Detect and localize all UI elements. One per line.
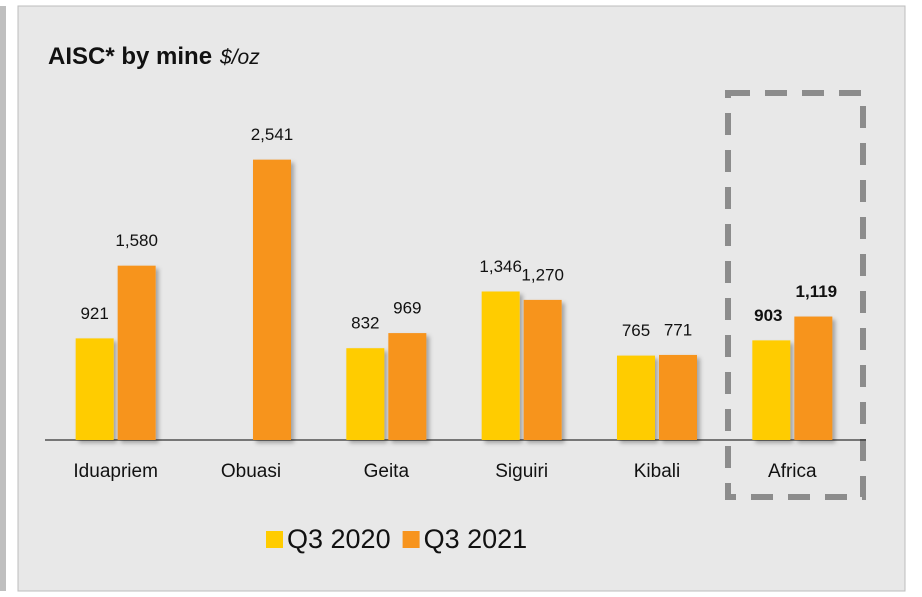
value-label: 903 (754, 306, 782, 325)
bar (752, 340, 791, 440)
legend-swatch (402, 531, 420, 548)
x-tick-label: Africa (768, 461, 817, 482)
bar (253, 159, 291, 440)
x-tick-label: Geita (364, 461, 410, 482)
bar (523, 299, 562, 440)
unit: $/oz (219, 46, 260, 69)
value-label: 2,541 (251, 125, 294, 144)
value-label: 921 (80, 304, 108, 323)
bar (75, 338, 114, 440)
bar (346, 348, 385, 440)
bar (117, 265, 156, 440)
x-tick-label: Iduapriem (73, 461, 158, 482)
value-label: 1,270 (521, 265, 564, 284)
x-tick-label: Obuasi (221, 461, 281, 482)
value-label: 765 (622, 321, 650, 340)
bar (388, 333, 427, 440)
value-label: 771 (664, 320, 692, 339)
legend-label: Q3 2021 (424, 524, 528, 554)
legend-label: Q3 2020 (287, 524, 391, 554)
panel (17, 5, 906, 592)
bar (794, 316, 833, 440)
x-tick-label: Kibali (634, 461, 680, 482)
title: AISC* by mine (48, 43, 212, 70)
bar (617, 355, 655, 440)
value-label: 832 (351, 314, 379, 333)
chart-title: AISC* by mine $/oz (48, 43, 260, 70)
side-strip (0, 6, 6, 591)
highlight-box (725, 90, 866, 500)
bar (659, 354, 697, 440)
value-label: 969 (393, 299, 421, 318)
legend-swatch (266, 531, 283, 548)
value-label: 1,580 (115, 231, 158, 250)
value-label: 1,119 (796, 282, 838, 301)
value-label: 1,346 (479, 257, 522, 276)
x-tick-label: Siguiri (495, 461, 548, 482)
bar (481, 291, 520, 440)
